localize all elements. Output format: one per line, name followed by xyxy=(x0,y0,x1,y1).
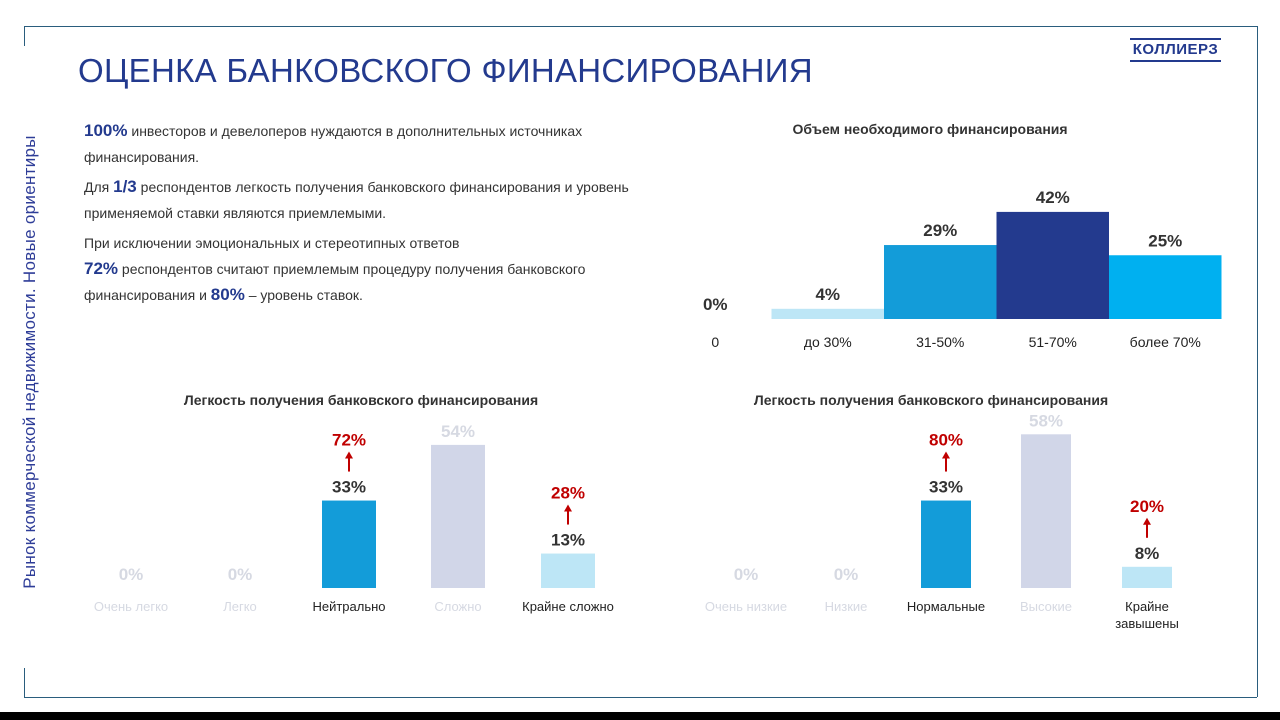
chart-2-annotation-arrow-head-1 xyxy=(564,504,572,512)
chart-1-category-label-3: 51-70% xyxy=(1029,334,1077,350)
chart-2-category-label-0: Очень легко xyxy=(94,599,168,614)
intro-p3-mid: респондентов считают приемлемым процедур… xyxy=(84,261,586,303)
logo-text: КОЛЛИЕРЗ xyxy=(1132,41,1219,58)
chart-2-category-label-4: Крайне сложно xyxy=(522,599,614,614)
frame-left-border-top xyxy=(24,26,25,46)
chart-2-value-label-4: 13% xyxy=(551,531,585,550)
chart-3-value-label-2: 33% xyxy=(929,478,963,497)
chart-2-value-label-0: 0% xyxy=(119,565,144,584)
intro-p2-pre: Для xyxy=(84,179,114,195)
chart-3-bar-2 xyxy=(921,500,971,588)
intro-p1-text: инвесторов и девелоперов нуждаются в доп… xyxy=(84,123,583,165)
chart-1-value-label-0: 0% xyxy=(703,295,728,314)
intro-p2-text: респондентов легкость получения банковск… xyxy=(84,179,629,221)
intro-p3-end: – уровень ставок. xyxy=(244,287,363,303)
chart-3-category-label-1: Низкие xyxy=(825,599,868,614)
chart-2-category-label-2: Нейтрально xyxy=(312,599,385,614)
chart-3-value-label-1: 0% xyxy=(834,565,859,584)
chart-2-annotation-arrow-head-0 xyxy=(345,451,353,459)
highlight-72: 72% xyxy=(84,259,119,278)
chart-3-category-label-4-line-2: завышены xyxy=(1115,616,1179,631)
intro-p3-line1: При исключении эмоциональных и стереотип… xyxy=(84,235,460,251)
logo-line-bottom xyxy=(1130,60,1221,62)
chart-2-value-label-2: 33% xyxy=(332,478,366,497)
chart-3-bar-4 xyxy=(1122,566,1172,588)
chart-3-annotation-label-1: 20% xyxy=(1130,497,1164,516)
frame-bottom-border xyxy=(24,697,1257,698)
chart-1-category-label-1: до 30% xyxy=(804,334,852,350)
intro-paragraph-2: Для 1/3 респондентов легкость получения … xyxy=(84,174,674,226)
chart-1-category-label-4: более 70% xyxy=(1130,334,1201,350)
chart-2-category-label-3: Сложно xyxy=(434,599,481,614)
chart-1-bar-3 xyxy=(996,211,1109,319)
chart-3-annotation-arrow-head-0 xyxy=(942,451,950,459)
frame-right-border xyxy=(1257,26,1258,697)
frame-left-border-bottom xyxy=(24,668,25,697)
chart-1-value-label-2: 29% xyxy=(923,221,957,240)
chart-3-bar-3 xyxy=(1021,434,1071,588)
chart-3-category-label-2: Нормальные xyxy=(907,599,985,614)
page-title: ОЦЕНКА БАНКОВСКОГО ФИНАНСИРОВАНИЯ xyxy=(78,52,813,89)
chart-1-bar-2 xyxy=(884,245,997,319)
intro-text: 100% инвесторов и девелоперов нуждаются … xyxy=(84,118,674,308)
chart-2-annotation-label-1: 28% xyxy=(551,484,585,503)
chart-3-category-label-4-line-1: Крайне xyxy=(1125,599,1169,614)
chart-2-bar-3 xyxy=(431,444,485,588)
chart-3-value-label-0: 0% xyxy=(734,565,759,584)
chart-3-category-label-0: Очень низкие xyxy=(705,599,787,614)
chart-1-value-label-4: 25% xyxy=(1148,231,1182,250)
chart-2-title: Легкость получения банковского финансиро… xyxy=(183,392,539,408)
intro-paragraph-1: 100% инвесторов и девелоперов нуждаются … xyxy=(84,118,674,170)
intro-paragraph-3: При исключении эмоциональных и стереотип… xyxy=(84,230,674,308)
chart-2-category-label-1: Легко xyxy=(223,599,257,614)
company-logo: КОЛЛИЕРЗ xyxy=(1130,38,1221,62)
chart-2-bar-4 xyxy=(541,553,595,588)
logo-line-top xyxy=(1130,38,1221,40)
chart-3-annotation-label-0: 80% xyxy=(929,431,963,450)
frame-top-border xyxy=(24,26,1257,27)
chart-3-value-label-3: 58% xyxy=(1029,411,1063,430)
chart-2-value-label-3: 54% xyxy=(441,422,475,441)
chart-1-category-label-0: 0 xyxy=(711,334,719,350)
chart-1-bar-1 xyxy=(771,308,884,319)
highlight-80: 80% xyxy=(210,285,245,304)
chart-3-annotation-arrow-head-1 xyxy=(1143,517,1151,525)
chart-3-title: Легкость получения банковского финансиро… xyxy=(753,392,1109,408)
chart-2-bar-2 xyxy=(322,500,376,588)
chart-3-category-label-3: Высокие xyxy=(1020,599,1072,614)
highlight-one-third: 1/3 xyxy=(113,177,137,196)
highlight-100: 100% xyxy=(84,121,128,140)
chart-2-annotation-label-0: 72% xyxy=(332,431,366,450)
chart-1-title: Объем необходимого финансирования xyxy=(792,121,1068,137)
chart-1-bar-4 xyxy=(1109,255,1222,319)
chart-2-value-label-1: 0% xyxy=(228,565,253,584)
chart-1-category-label-2: 31-50% xyxy=(916,334,964,350)
bottom-bar xyxy=(0,712,1280,720)
chart-3-value-label-4: 8% xyxy=(1135,544,1160,563)
chart-1-value-label-1: 4% xyxy=(815,285,840,304)
chart-1-value-label-3: 42% xyxy=(1036,188,1070,207)
